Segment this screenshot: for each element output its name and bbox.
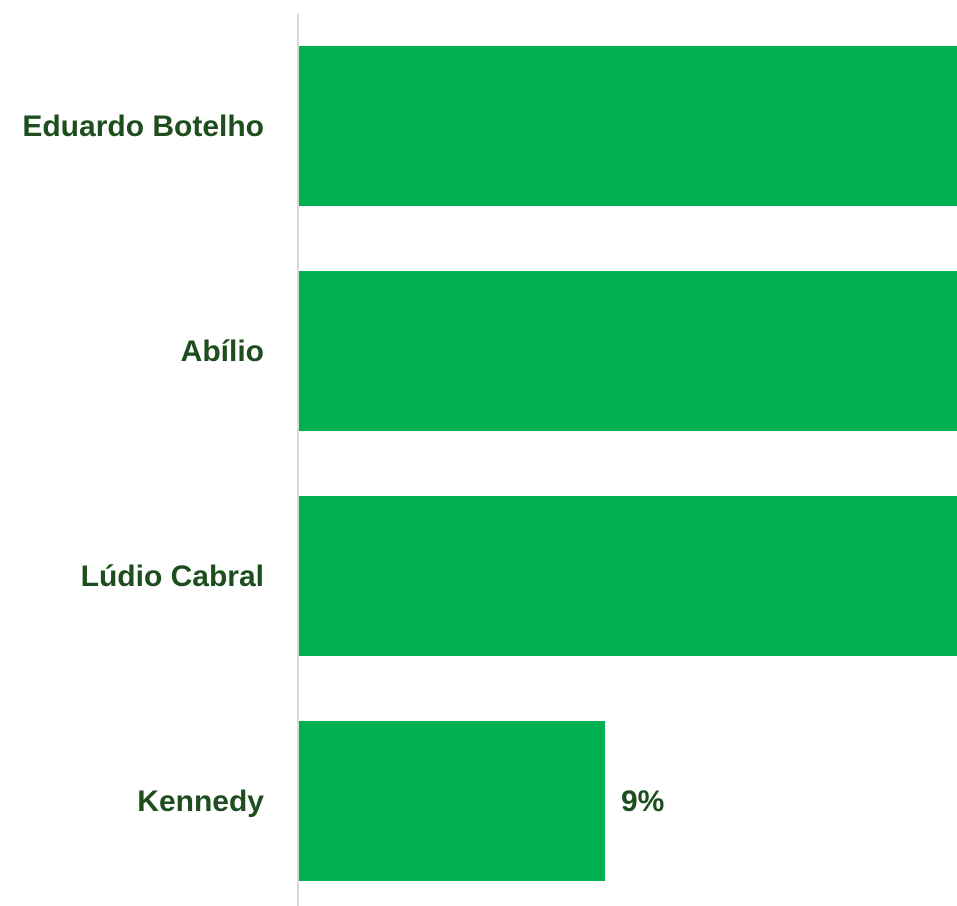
value-label-4: 9% xyxy=(621,785,664,818)
category-label-4: Kennedy xyxy=(137,785,264,818)
category-label-1: Eduardo Botelho xyxy=(22,110,264,143)
value-labels-group: 9% xyxy=(621,785,664,818)
category-labels-group: Eduardo Botelho Abílio Lúdio Cabral Kennedy xyxy=(22,110,264,818)
category-label-2: Abílio xyxy=(181,335,264,368)
bars-group xyxy=(299,46,957,881)
category-label-3: Lúdio Cabral xyxy=(81,560,264,593)
bar-2 xyxy=(299,271,957,431)
bar-3 xyxy=(299,496,957,656)
bar-4 xyxy=(299,721,605,881)
bar-1 xyxy=(299,46,957,206)
